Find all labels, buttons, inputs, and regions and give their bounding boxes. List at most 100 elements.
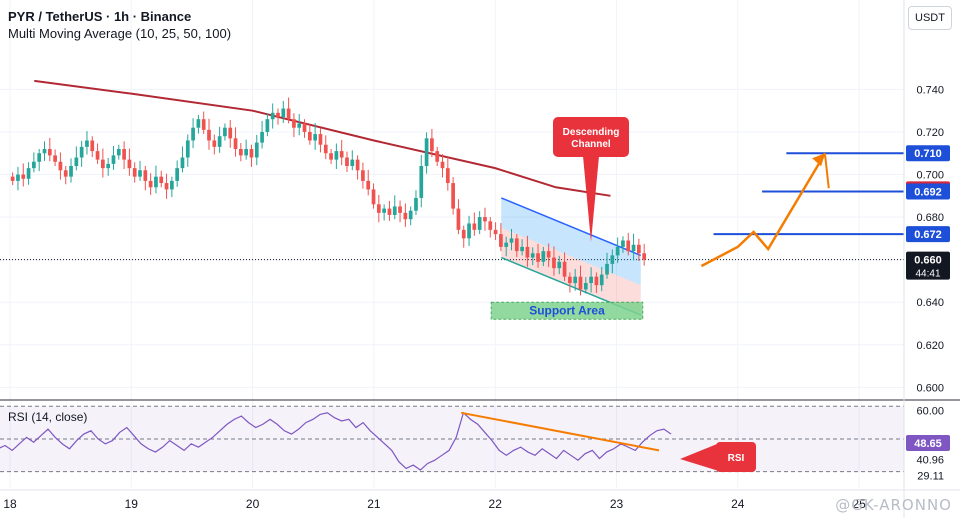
price-tick-label: 0.700 — [916, 170, 944, 182]
rsi-value-tag — [906, 434, 950, 451]
candle-body — [445, 168, 450, 184]
time-tick-label: 18 — [3, 497, 17, 511]
candle-body — [594, 276, 599, 286]
candlesticks — [10, 97, 647, 296]
resistance-levels — [713, 152, 904, 236]
projection-path — [700, 152, 830, 268]
rsi-tick-label: 29.11 — [917, 471, 944, 483]
candle-body — [297, 123, 302, 128]
candle-body — [143, 170, 148, 181]
candle-body — [127, 159, 132, 169]
candle-body — [493, 229, 498, 235]
candle-body — [525, 246, 530, 258]
candle-body — [610, 255, 615, 264]
candle-body — [217, 136, 222, 147]
candle-body — [138, 170, 142, 177]
candle-body — [530, 253, 535, 258]
candle-body — [207, 129, 211, 141]
price-tag-label-bg — [906, 226, 950, 243]
time-tick-label: 24 — [731, 497, 745, 511]
candle-body — [504, 242, 509, 247]
candle-body — [546, 251, 551, 258]
candle-body — [95, 151, 100, 160]
candle-body — [159, 176, 164, 184]
candle-body — [106, 163, 111, 169]
candle-body — [483, 217, 487, 222]
candle-body — [148, 180, 153, 188]
currency-button[interactable]: USDT — [908, 6, 952, 30]
candle-body — [488, 221, 493, 230]
candle-body — [456, 208, 461, 230]
candle-body — [605, 263, 609, 275]
price-tag-label: 0.692 — [914, 187, 942, 199]
candle-body — [228, 127, 233, 139]
candle-body — [387, 208, 392, 215]
candle-body — [307, 131, 312, 141]
candle-body — [180, 157, 185, 169]
candle-body — [376, 204, 381, 213]
candle-body — [90, 140, 95, 152]
rsi-tick-label: 40.96 — [916, 454, 944, 466]
price-tag-label-bg — [906, 145, 950, 162]
candle-body — [191, 127, 195, 141]
candle-body — [573, 276, 578, 284]
candle-body — [58, 161, 63, 171]
candle-body — [541, 251, 546, 262]
candle-body — [74, 157, 79, 167]
candle-body — [212, 140, 217, 147]
candle-body — [175, 168, 180, 181]
candle-body — [47, 148, 52, 156]
candle-body — [334, 151, 339, 160]
candle-body — [79, 146, 84, 158]
candle-body — [223, 127, 227, 137]
price-tag-label: 0.672 — [914, 229, 942, 241]
support-area-label: Support Area — [529, 304, 605, 318]
candle-body — [132, 168, 137, 177]
rsi-panel: RSI — [0, 399, 960, 473]
candle-body — [514, 238, 519, 252]
price-tick-label: 0.720 — [916, 127, 944, 139]
candle-body — [42, 148, 47, 154]
candle-body — [313, 134, 318, 141]
symbol-title: PYR / TetherUS · 1h · Binance — [8, 9, 192, 24]
candle-body — [552, 257, 556, 269]
projection-tick — [824, 155, 830, 189]
candle-body — [631, 244, 636, 252]
candle-body — [185, 140, 190, 158]
rsi-line — [0, 411, 672, 471]
candle-body — [520, 246, 524, 252]
candle-body — [424, 138, 429, 167]
candle-body — [536, 253, 540, 262]
candle-body — [345, 157, 349, 167]
candle-body — [276, 112, 280, 118]
candle-body — [69, 166, 73, 177]
candle-body — [122, 148, 126, 160]
candle-body — [85, 140, 89, 147]
candle-body — [254, 142, 259, 158]
candle-body — [642, 253, 647, 260]
candle-body — [154, 176, 158, 188]
candle-body — [350, 159, 355, 167]
candle-body — [509, 238, 514, 243]
watermark: @GK-ARONNO — [835, 496, 952, 514]
candle-body — [355, 159, 360, 171]
candle-body — [382, 208, 386, 213]
rsi-divergence-line — [461, 411, 660, 452]
candle-body — [403, 212, 408, 220]
projection-arrowhead — [812, 153, 826, 167]
candle-body — [451, 183, 455, 209]
candle-body — [589, 276, 593, 284]
rsi-tick-label: 60.00 — [916, 405, 944, 417]
rsi-callout-pointer — [680, 442, 722, 472]
rsi-title: RSI (14, close) — [8, 410, 88, 424]
candle-body — [32, 161, 36, 169]
candle-body — [461, 229, 466, 239]
callout-pointer — [583, 156, 599, 242]
candle-body — [499, 234, 503, 247]
candle-body — [244, 148, 249, 156]
candle-body — [419, 166, 424, 198]
candle-body — [329, 153, 333, 160]
